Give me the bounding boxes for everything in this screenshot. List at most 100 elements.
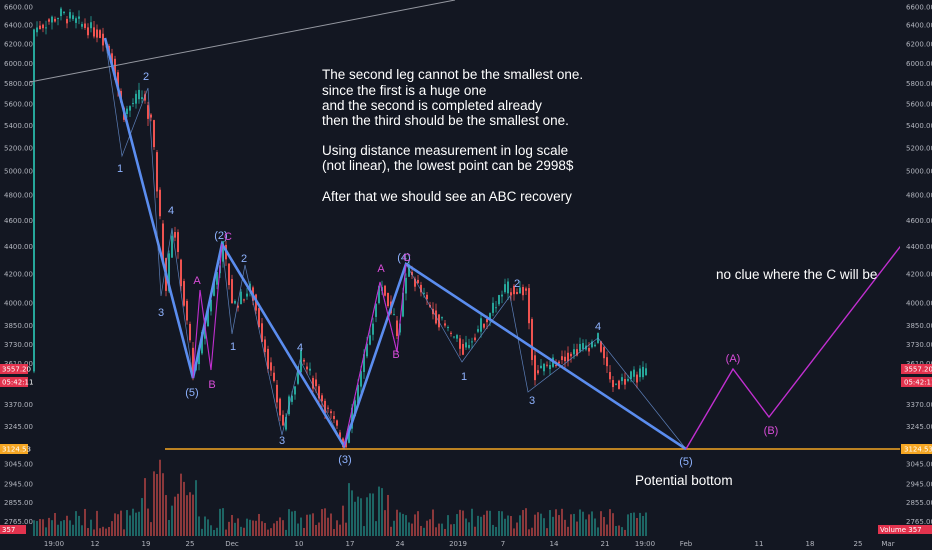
- volume-bar: [351, 490, 353, 536]
- volume-bar: [195, 480, 197, 536]
- candle-body: [588, 347, 590, 352]
- candle-body: [87, 27, 89, 36]
- candle-body: [456, 335, 458, 339]
- price-badge: [901, 364, 932, 374]
- volume-bar: [642, 515, 644, 536]
- volume-bar: [426, 520, 428, 536]
- candle-body: [591, 341, 593, 348]
- candle-body: [183, 281, 185, 306]
- candle-body: [498, 295, 500, 305]
- candle-body: [630, 371, 632, 379]
- volume-bar: [603, 517, 605, 536]
- candle-body: [141, 97, 143, 100]
- note-line-5: Using distance measurement in log scale: [322, 143, 568, 158]
- candle-body: [201, 331, 203, 354]
- volume-bar: [384, 510, 386, 536]
- volume-bar: [240, 526, 242, 536]
- volume-bar: [579, 509, 581, 536]
- volume-bar: [438, 523, 440, 536]
- volume-bar: [636, 517, 638, 536]
- volume-bar: [477, 515, 479, 536]
- candle-body: [447, 327, 449, 329]
- volume-bar: [99, 528, 101, 536]
- trendline-upper: [29, 0, 456, 83]
- volume-bar: [543, 518, 545, 536]
- volume-bar: [216, 527, 218, 536]
- candle-body: [174, 232, 176, 238]
- volume-bar: [561, 508, 563, 536]
- candle-body: [378, 285, 380, 304]
- candle-body: [270, 362, 272, 371]
- candle-body: [267, 348, 269, 369]
- projection-line: [685, 242, 904, 450]
- volume-bar: [519, 515, 521, 536]
- x-tick-label: 2019: [449, 540, 467, 548]
- candle-body: [624, 379, 626, 385]
- candle-body: [96, 29, 98, 38]
- volume-bar: [516, 522, 518, 536]
- volume-bar: [564, 519, 566, 536]
- volume-bar: [549, 510, 551, 536]
- y-tick-label: 2945.00: [906, 480, 932, 488]
- volume-badge-right: [878, 525, 932, 534]
- candle-body: [606, 357, 608, 367]
- y-tick-label-left: 5600.00: [4, 101, 33, 109]
- volume-bar: [60, 521, 62, 536]
- volume-bar: [282, 520, 284, 536]
- volume-bar: [219, 508, 221, 536]
- price-badge-label: 3557.20: [904, 366, 932, 374]
- candle-body: [423, 292, 425, 294]
- wave-label: C: [224, 231, 232, 243]
- volume-bar: [531, 527, 533, 536]
- y-tick-label-left: 5000.00: [4, 168, 33, 176]
- volume-bar: [123, 529, 125, 536]
- candle-body: [372, 323, 374, 335]
- candle-body: [300, 349, 302, 373]
- y-tick-label-left: 3245.00: [4, 423, 33, 431]
- volume-bar: [462, 510, 464, 536]
- wave-abc-line: [343, 263, 407, 447]
- y-tick-label: 4600.00: [906, 217, 932, 225]
- volume-bar: [558, 515, 560, 536]
- notes-block: The second leg cannot be the smallest on…: [322, 67, 583, 204]
- candle-body: [405, 277, 407, 294]
- volume-bar: [525, 508, 527, 536]
- candle-body: [33, 29, 35, 372]
- candle-body: [318, 386, 320, 399]
- y-tick-label-left: 3370.00: [4, 401, 33, 409]
- x-tick-label: 19:00: [44, 540, 64, 548]
- volume-bar: [189, 492, 191, 536]
- volume-bar: [78, 515, 80, 536]
- candle-body: [51, 16, 53, 23]
- volume-bar: [417, 511, 419, 536]
- x-tick-label: Dec: [225, 540, 239, 548]
- x-tick-label: 11: [755, 540, 764, 548]
- candle-body: [537, 370, 539, 374]
- candle-body: [609, 372, 611, 380]
- volume-bar: [597, 527, 599, 536]
- volume-bar: [312, 513, 314, 536]
- wave-label: A: [193, 275, 201, 287]
- volume-bar: [156, 474, 158, 536]
- volume-bar: [369, 493, 371, 536]
- candle-body: [444, 323, 446, 326]
- time-axis[interactable]: 19:00 12 19 25 Dec 10 17 24 2019 7 14 21 19:00 Feb 11 1…: [0, 536, 900, 550]
- candle-body: [78, 16, 80, 19]
- volume-bar: [138, 511, 140, 536]
- volume-bar: [276, 520, 278, 536]
- volume-bar: [264, 522, 266, 536]
- volume-bar: [93, 529, 95, 536]
- candle-body: [564, 356, 566, 362]
- candle-body: [66, 18, 68, 24]
- candle-body: [312, 377, 314, 389]
- price-axis-background: [900, 0, 932, 550]
- candle-body: [615, 383, 617, 385]
- y-tick-label: 4000.00: [906, 299, 932, 307]
- y-tick-label: 6000.00: [906, 60, 932, 68]
- candle-body: [75, 18, 77, 23]
- candle-body: [363, 354, 365, 372]
- volume-bar: [108, 526, 110, 536]
